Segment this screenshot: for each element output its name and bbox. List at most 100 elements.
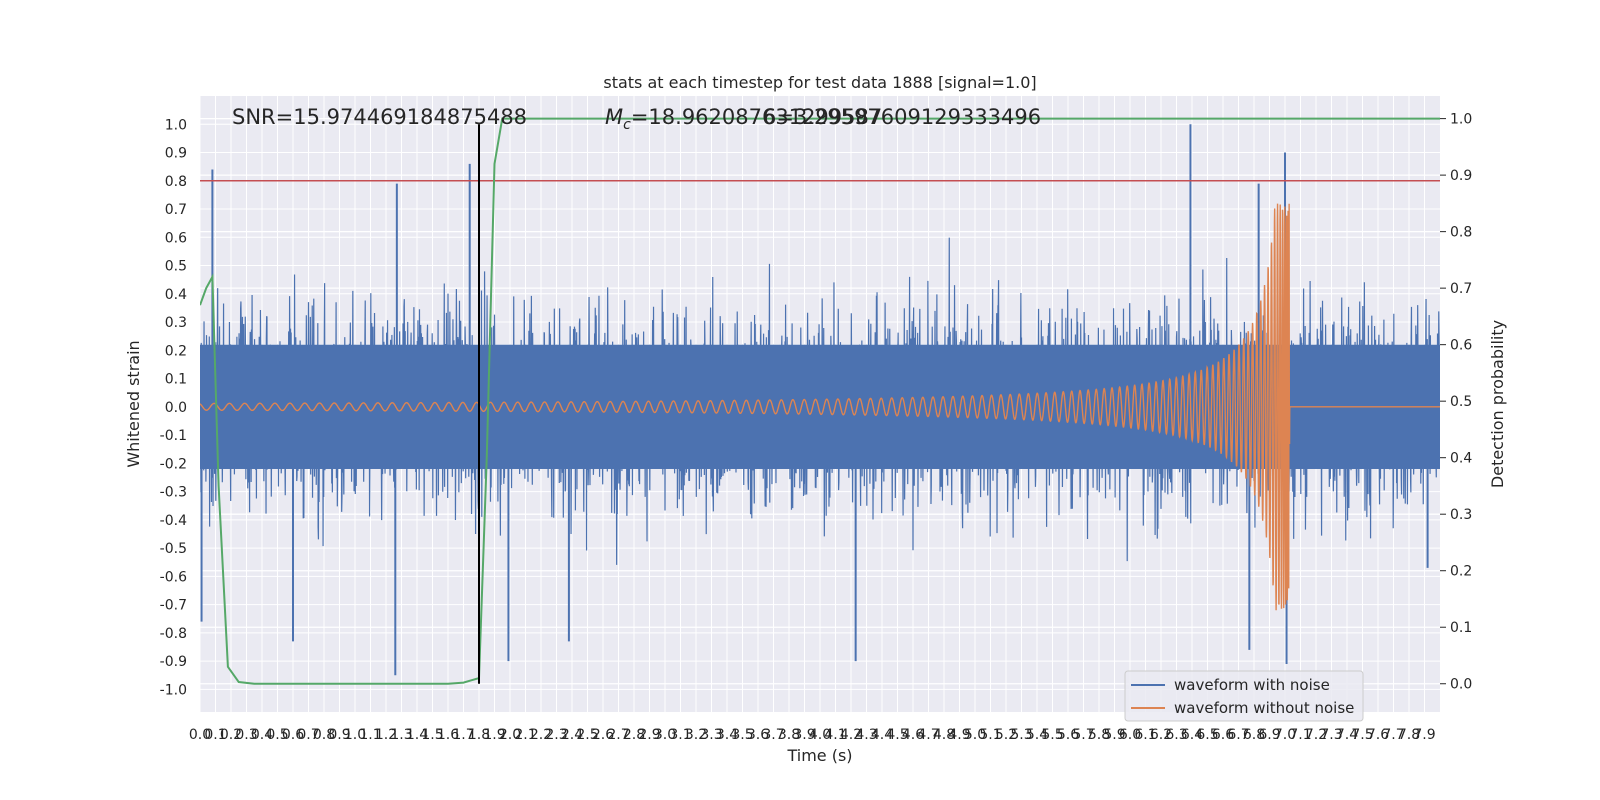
x-tick-label: 4.1 — [824, 727, 846, 743]
x-tick-label: 5.4 — [1026, 727, 1048, 743]
x-tick-label: 1.8 — [468, 727, 490, 743]
x-tick-label: 6.0 — [1119, 727, 1141, 743]
y-tick-label: 0.4 — [165, 287, 187, 303]
y-tick-label-right: 1.0 — [1450, 112, 1472, 128]
overlap-annotation: 6=3.29597609129333496 — [763, 105, 1041, 129]
chart-title: stats at each timestep for test data 188… — [603, 73, 1036, 92]
x-tick-label: 6.8 — [1243, 727, 1265, 743]
y-tick-label: -0.4 — [160, 513, 187, 529]
y-tick-label: -1.0 — [160, 682, 187, 698]
x-tick-label: 6.5 — [1196, 727, 1218, 743]
x-tick-label: 3.7 — [762, 727, 784, 743]
y-tick-label-right: 0.0 — [1450, 677, 1472, 693]
y-tick-label-right: 0.8 — [1450, 225, 1472, 241]
y-tick-label-right: 0.4 — [1450, 451, 1472, 467]
x-tick-label: 5.0 — [964, 727, 986, 743]
x-tick-label: 2.1 — [514, 727, 536, 743]
x-tick-label: 6.2 — [1150, 727, 1172, 743]
series-waveform-without-noise — [200, 203, 1440, 611]
x-tick-label: 3.8 — [778, 727, 800, 743]
x-tick-label: 2.8 — [623, 727, 645, 743]
x-tick-label: 2.3 — [545, 727, 567, 743]
y-tick-label: -0.6 — [160, 569, 187, 585]
y-tick-label: 0.1 — [165, 372, 187, 388]
legend-label-noise: waveform with noise — [1174, 676, 1330, 694]
x-tick-label: 1.1 — [359, 727, 381, 743]
x-tick-label: 1.4 — [406, 727, 428, 743]
x-tick-label: 0.7 — [297, 727, 319, 743]
x-tick-label: 2.5 — [576, 727, 598, 743]
y-tick-labels-right: 0.0 0.1 0.2 0.3 0.4 0.5 0.6 0.7 0.8 0.9 1.0 — [1440, 112, 1472, 693]
y-tick-label: 1.0 — [165, 117, 187, 133]
x-tick-label: 4.0 — [809, 727, 831, 743]
x-tick-label: 1.2 — [375, 727, 397, 743]
x-axis-label: Time (s) — [786, 746, 852, 765]
x-tick-label: 1.0 — [344, 727, 366, 743]
x-tick-label: 1.9 — [483, 727, 505, 743]
y-tick-label: -0.9 — [160, 654, 187, 670]
y-tick-label-right: 0.6 — [1450, 338, 1472, 354]
x-tick-label: 0.4 — [251, 727, 273, 743]
y-tick-label-right: 0.3 — [1450, 507, 1472, 523]
x-tick-label: 6.9 — [1258, 727, 1280, 743]
x-tick-label: 6.4 — [1181, 727, 1203, 743]
x-tick-label: 3.2 — [685, 727, 707, 743]
x-tick-label: 7.4 — [1336, 727, 1358, 743]
x-tick-label: 4.9 — [948, 727, 970, 743]
y-axis-label-right: Detection probability — [1488, 320, 1507, 488]
x-tick-label: 7.5 — [1351, 727, 1373, 743]
x-tick-label: 0.3 — [235, 727, 257, 743]
x-tick-label: 5.6 — [1057, 727, 1079, 743]
x-tick-label: 5.8 — [1088, 727, 1110, 743]
x-tick-label: 3.4 — [716, 727, 738, 743]
y-tick-label-right: 0.9 — [1450, 168, 1472, 184]
y-tick-label: -0.2 — [160, 456, 187, 472]
x-tick-label: 2.4 — [561, 727, 583, 743]
y-tick-label: -0.8 — [160, 626, 187, 642]
x-tick-label: 3.9 — [793, 727, 815, 743]
x-tick-label: 1.7 — [452, 727, 474, 743]
x-tick-label: 2.2 — [530, 727, 552, 743]
x-tick-label: 4.5 — [886, 727, 908, 743]
x-tick-label: 5.2 — [995, 727, 1017, 743]
x-tick-label: 4.4 — [871, 727, 893, 743]
x-tick-label: 2.7 — [607, 727, 629, 743]
x-tick-label: 5.7 — [1072, 727, 1094, 743]
x-tick-label: 7.6 — [1367, 727, 1389, 743]
x-tick-label: 2.6 — [592, 727, 614, 743]
x-tick-label: 4.8 — [933, 727, 955, 743]
x-tick-labels: 0.00.10.20.30.40.50.60.70.80.91.01.11.21… — [189, 727, 1436, 743]
x-tick-label: 7.2 — [1305, 727, 1327, 743]
x-tick-label: 3.0 — [654, 727, 676, 743]
y-tick-label: 0.6 — [165, 230, 187, 246]
y-axis-label-left: Whitened strain — [124, 340, 143, 467]
y-tick-label: 0.9 — [165, 146, 187, 162]
y-tick-label: 0.5 — [165, 259, 187, 275]
legend: waveform with noise waveform without noi… — [1124, 670, 1364, 722]
x-tick-label: 4.7 — [917, 727, 939, 743]
snr-annotation: SNR=15.974469184875488 — [232, 105, 527, 129]
y-tick-label-right: 0.2 — [1450, 564, 1472, 580]
x-tick-label: 0.8 — [313, 727, 335, 743]
x-tick-label: 4.6 — [902, 727, 924, 743]
x-tick-label: 5.3 — [1010, 727, 1032, 743]
x-tick-label: 6.6 — [1212, 727, 1234, 743]
x-tick-label: 5.9 — [1103, 727, 1125, 743]
x-tick-label: 4.3 — [855, 727, 877, 743]
chirp-mass-annotation: Mc=18.962087631299587 — [605, 105, 882, 133]
x-tick-label: 2.9 — [638, 727, 660, 743]
x-tick-label: 0.6 — [282, 727, 304, 743]
y-tick-label-right: 0.7 — [1450, 281, 1472, 297]
y-tick-label: 0.8 — [165, 174, 187, 190]
y-tick-label: 0.0 — [165, 400, 187, 416]
y-tick-label-right: 0.5 — [1450, 394, 1472, 410]
x-tick-label: 6.1 — [1134, 727, 1156, 743]
y-tick-label: -0.1 — [160, 428, 187, 444]
x-tick-label: 3.6 — [747, 727, 769, 743]
y-tick-label: 0.2 — [165, 343, 187, 359]
y-tick-label: -0.3 — [160, 485, 187, 501]
x-tick-label: 7.7 — [1382, 727, 1404, 743]
x-tick-label: 0.0 — [189, 727, 211, 743]
x-tick-label: 1.6 — [437, 727, 459, 743]
